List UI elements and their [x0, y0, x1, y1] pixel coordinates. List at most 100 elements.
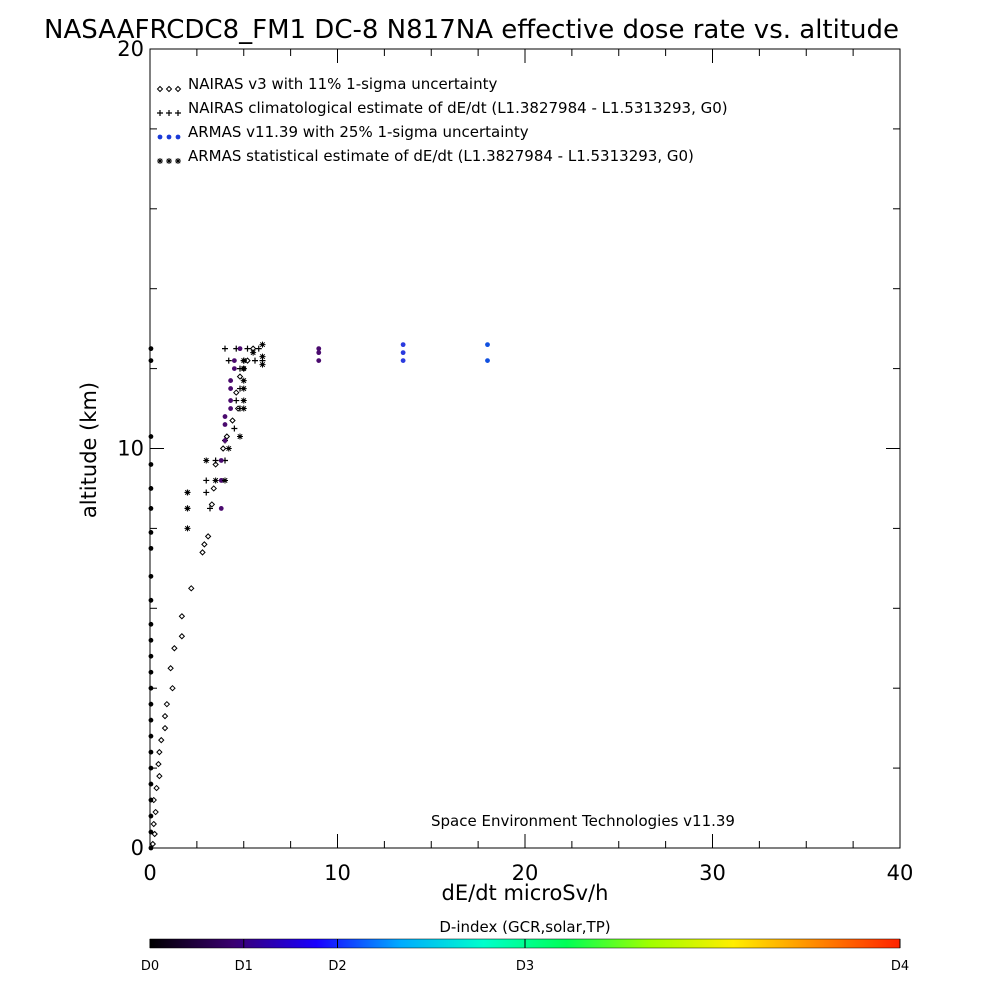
data-point-dot — [148, 486, 154, 491]
data-point-diamond — [236, 373, 244, 380]
data-point-diamond — [208, 501, 216, 508]
data-point-dot — [222, 438, 228, 443]
colorbar-labels: D0 D1 D2 D3 D4 — [141, 959, 909, 974]
data-point-dot — [148, 434, 154, 439]
data-point-asterisk — [203, 457, 210, 464]
x-tick-labels: 0 10 20 30 40 — [143, 861, 913, 885]
data-point-dot — [400, 342, 406, 348]
series-asterisk — [184, 341, 266, 532]
data-point-diamond — [152, 808, 159, 816]
data-point-asterisk — [184, 489, 191, 496]
legend-label: ARMAS v11.39 with 25% 1-sigma uncertaint… — [188, 123, 529, 141]
colorbar-label: D1 — [235, 959, 253, 974]
legend-label: NAIRAS v3 with 11% 1-sigma uncertainty — [188, 75, 497, 93]
data-point-diamond — [212, 461, 219, 468]
data-point-asterisk — [240, 385, 247, 392]
data-point-asterisk — [240, 397, 247, 404]
data-point-dot — [148, 765, 154, 771]
series-diamond — [149, 345, 257, 848]
data-point-diamond — [210, 485, 217, 492]
data-point-diamond — [244, 357, 251, 364]
data-point-diamond — [178, 633, 186, 640]
data-point-dot — [218, 478, 224, 483]
legend-marker-diamond — [165, 85, 173, 93]
data-point-diamond — [161, 712, 169, 720]
data-point-diamond — [233, 389, 240, 396]
x-tick-label: 40 — [887, 861, 914, 885]
data-point-dot — [316, 350, 322, 356]
data-point-diamond — [199, 549, 206, 556]
data-point-dot — [148, 506, 154, 511]
data-point-asterisk — [240, 377, 247, 384]
data-point-diamond — [155, 760, 162, 768]
data-point-dot — [148, 462, 154, 467]
data-point-dot — [148, 346, 154, 352]
y-tick-labels: 0 10 20 — [117, 37, 144, 860]
data-point-diamond — [201, 541, 208, 548]
data-point-dot — [148, 529, 154, 535]
data-point-diamond — [163, 700, 171, 708]
chart-title: NASAAFRCDC8_FM1 DC-8 N817NA effective do… — [44, 15, 899, 45]
data-point-dot — [237, 346, 243, 352]
data-point-diamond — [219, 445, 227, 452]
data-point-dot — [148, 781, 154, 787]
data-point-dot — [148, 685, 154, 691]
legend-marker-diamond — [156, 85, 164, 93]
data-point-plus — [255, 345, 262, 352]
data-point-asterisk — [237, 433, 243, 440]
data-point-dot — [228, 398, 234, 403]
legend-marker-asterisk — [166, 158, 172, 164]
data-point-dot — [218, 458, 224, 463]
credit-annotation: Space Environment Technologies v11.39 — [431, 812, 735, 830]
legend-label: ARMAS statistical estimate of dE/dt (L1.… — [188, 147, 694, 165]
data-point-dot — [148, 717, 154, 723]
data-point-dot — [228, 386, 234, 391]
data-point-diamond — [161, 724, 169, 732]
colorbar-title: D-index (GCR,solar,TP) — [439, 918, 610, 936]
data-point-asterisk — [259, 341, 266, 348]
data-point-asterisk — [225, 445, 232, 452]
x-tick-label: 0 — [143, 861, 156, 885]
data-point-dot — [400, 350, 406, 356]
data-point-plus — [203, 477, 210, 484]
data-point-dot — [148, 669, 154, 675]
data-point-dot — [400, 358, 406, 364]
legend-marker-dot — [175, 134, 181, 140]
data-point-diamond — [156, 772, 163, 780]
data-point-plus — [222, 345, 228, 352]
data-point-asterisk — [259, 353, 266, 360]
data-point-dot — [148, 545, 154, 551]
axis-ticks — [149, 48, 901, 849]
data-point-diamond — [150, 820, 157, 828]
data-point-dot — [231, 366, 237, 371]
data-point-asterisk — [240, 357, 247, 364]
legend-marker-asterisk — [175, 158, 181, 164]
x-axis-label: dE/dt microSv/h — [442, 881, 609, 905]
data-point-dot — [148, 845, 154, 851]
data-point-plus — [233, 397, 240, 404]
plot-area-frame — [149, 48, 901, 849]
data-point-dot — [148, 733, 154, 739]
data-point-dot — [228, 378, 234, 383]
y-axis-label: altitude (km) — [77, 382, 101, 518]
data-point-plus — [203, 489, 210, 496]
y-tick-label: 10 — [117, 437, 144, 461]
data-point-dot — [148, 597, 154, 603]
data-point-dot — [148, 573, 154, 579]
series-dot — [148, 342, 490, 851]
colorbar-label: D0 — [141, 959, 159, 974]
data-point-plus — [207, 505, 213, 512]
data-point-dot — [148, 813, 154, 819]
data-point-dot — [485, 358, 490, 364]
data-point-diamond — [171, 645, 178, 652]
data-point-diamond — [156, 748, 163, 756]
colorbar-ticks — [149, 939, 901, 948]
data-point-asterisk — [259, 361, 266, 368]
data-point-dot — [222, 422, 228, 427]
data-point-dot — [228, 406, 234, 411]
legend: NAIRAS v3 with 11% 1-sigma uncertainty NA… — [156, 75, 728, 165]
data-marks — [148, 341, 490, 851]
data-point-plus — [244, 345, 251, 352]
data-point-diamond — [167, 665, 174, 672]
